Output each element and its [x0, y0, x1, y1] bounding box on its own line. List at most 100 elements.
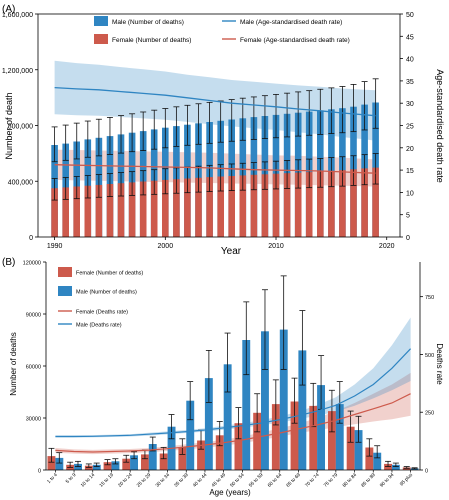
panel-b-rate-line-0	[55, 393, 411, 453]
panel-b-x-tick-label-17: 85 to 89	[360, 472, 377, 489]
panel-b-bar-s1-0	[55, 457, 64, 470]
panel-b-bar-s0-14	[309, 405, 318, 470]
panel-a-right-tick-label-9: 45	[406, 34, 414, 41]
panel-b-x-tick-label-11: 55 to 59	[248, 472, 265, 489]
panel-b-bar-s0-13	[290, 401, 299, 470]
panel-b-y-tick-label-2: 60000	[26, 365, 41, 371]
panel-b-bar-s0-10	[234, 423, 243, 470]
panel-a-bars	[51, 78, 379, 237]
panel-b-bar-s1-17	[373, 452, 382, 470]
panel-b-x-tick-label-5: 25 to 29	[136, 472, 153, 489]
panel-b-y-tick-label-1: 30000	[26, 417, 41, 423]
panel-b-bar-s0-3	[103, 462, 112, 470]
panel-b-bar-s0-19	[402, 467, 411, 470]
panel-b-bars	[47, 275, 419, 470]
panel-b-y-tick-label-4: 120000	[23, 261, 41, 267]
panel-b-x-tick-label-14: 70 to 74	[304, 472, 321, 489]
panel-b-right-axis-label: Deaths rate	[435, 343, 444, 385]
panel-b-legend-swatch-1	[58, 286, 72, 296]
panel-b-bar-s1-7	[186, 400, 195, 470]
panel-a-y-tick-label-4: 1,600,000	[2, 12, 33, 19]
panel-a-bar-s1-9	[150, 180, 158, 237]
panel-a-bar-s1-8	[139, 181, 147, 237]
panel-a-right-tick-label-0: 0	[406, 235, 410, 242]
panel-a-right-tick-label-8: 40	[406, 57, 414, 64]
panel-b-bar-s0-6	[159, 453, 168, 470]
panel-b-x-tick-label-2: 10 to 14	[80, 472, 97, 489]
panel-a-bar-s1-19	[261, 174, 269, 237]
panel-a-bar-s1-4	[95, 184, 103, 237]
panel-b-bar-s0-5	[141, 454, 149, 470]
panel-a-legend-label-2: Male (Age-standardised death rate)	[240, 19, 342, 26]
panel-b-x-tick-label-0: 1 to 4	[46, 472, 59, 485]
panel-b-y-tick-label-3: 90000	[26, 313, 41, 319]
panel-a-bar-s1-1	[62, 187, 69, 237]
panel-b-bar-s1-5	[148, 444, 157, 470]
panel-b-bar-s0-0	[47, 456, 56, 470]
panel-a-right-tick-label-1: 5	[406, 213, 410, 220]
panel-a-bar-s1-2	[73, 186, 80, 237]
panel-b-right-tick-label-1: 250	[425, 411, 434, 417]
panel-b-bar-s1-15	[335, 404, 344, 470]
panel-a-bar-s1-0	[51, 188, 58, 237]
panel-a-y-tick-label-1: 400,000	[8, 179, 33, 186]
panel-b-legend-swatch-0	[58, 267, 72, 277]
panel-b-bar-s1-16	[354, 430, 363, 470]
panel-b-bar-s1-2	[92, 464, 101, 470]
panel-a-legend-swatch-0	[94, 16, 108, 26]
panel-b-x-tick-label-6: 30 to 34	[155, 472, 172, 489]
panel-a-bar-s1-3	[84, 185, 92, 237]
panel-b-x-tick-label-3: 15 to 19	[98, 472, 115, 489]
panel-a-bar-s1-7	[128, 182, 136, 237]
panel-a-y-tick-label-2: 800,000	[8, 124, 33, 131]
panel-b-bar-s1-4	[130, 455, 138, 470]
panel-b-right-tick-label-3: 750	[425, 295, 434, 301]
panel-a-y-axis-label: Number of death	[4, 92, 14, 159]
panel-a-bar-s1-21	[283, 173, 291, 237]
panel-a-x-axis-label: Year	[221, 246, 242, 257]
panel-b-bar-s1-8	[204, 378, 213, 470]
panel-a-x-tick-label-2: 2010	[268, 243, 284, 250]
panel-a-bar-s1-24	[317, 171, 324, 237]
panel-b-y-tick-label-0: 0	[38, 469, 41, 475]
panel-b-label: (B)	[2, 257, 15, 268]
panel-a-bar-s1-20	[272, 173, 280, 237]
panel-a-chart: (A) 0 400,000 800,000 1,200,000 1,600,000 0 5 1…	[2, 4, 445, 257]
panel-b-x-tick-label-13: 65 to 69	[285, 472, 302, 489]
panel-a-bar-s1-16	[228, 176, 235, 237]
panel-b-x-tick-label-16: 80 to 84	[342, 472, 359, 489]
panel-b-bar-s0-8	[197, 440, 205, 470]
panel-b-rate-line-1	[55, 348, 412, 438]
panel-b-bar-s1-12	[279, 329, 288, 470]
panel-a-legend-label-3: Female (Age-standardised death rate)	[240, 37, 350, 44]
panel-a-axes: 0 400,000 800,000 1,200,000 1,600,000 0 5 10 15 2…	[2, 12, 414, 250]
panel-b-legend: Female (Number of deaths) Male (Number of…	[58, 267, 143, 329]
panel-b-bar-s0-4	[122, 458, 131, 470]
panel-a-bar-s1-13	[195, 177, 202, 237]
panel-a-right-tick-label-7: 35	[406, 79, 414, 86]
panel-b-bar-s0-7	[178, 447, 187, 470]
panel-b-legend-label-0: Female (Number of deaths)	[76, 271, 143, 277]
panel-b-bar-s0-9	[215, 435, 224, 470]
panel-b-x-tick-label-1: 5 to 9	[65, 472, 78, 485]
panel-a-x-tick-label-1: 2000	[158, 243, 174, 250]
panel-a-bar-s1-11	[173, 179, 180, 237]
panel-b-bar-s1-11	[261, 331, 269, 470]
panel-b-right-tick-label-0: 0	[425, 469, 428, 475]
panel-a-x-tick-label-0: 1990	[47, 243, 63, 250]
panel-b-x-tick-label-19: 95 plus	[399, 472, 415, 488]
panel-b-x-tick-label-10: 50 to 54	[229, 472, 246, 489]
panel-b-y-axis-label: Number of deaths	[9, 332, 18, 396]
panel-b-legend-label-3: Male (Deaths rate)	[76, 323, 122, 329]
panel-b-bar-s0-16	[346, 426, 355, 470]
panel-a-rate-line-1	[54, 164, 376, 174]
panel-a-rate-line-0	[54, 86, 376, 117]
panel-b-bar-s1-14	[317, 385, 325, 470]
panel-a-bar-s1-29	[372, 167, 379, 237]
panel-b-bar-s0-15	[328, 411, 336, 470]
panel-b-bar-s0-12	[271, 404, 280, 470]
panel-a-bar-s1-14	[206, 177, 213, 237]
panel-b-x-tick-label-7: 35 to 39	[173, 472, 190, 489]
panel-a-right-tick-label-10: 50	[406, 12, 414, 19]
